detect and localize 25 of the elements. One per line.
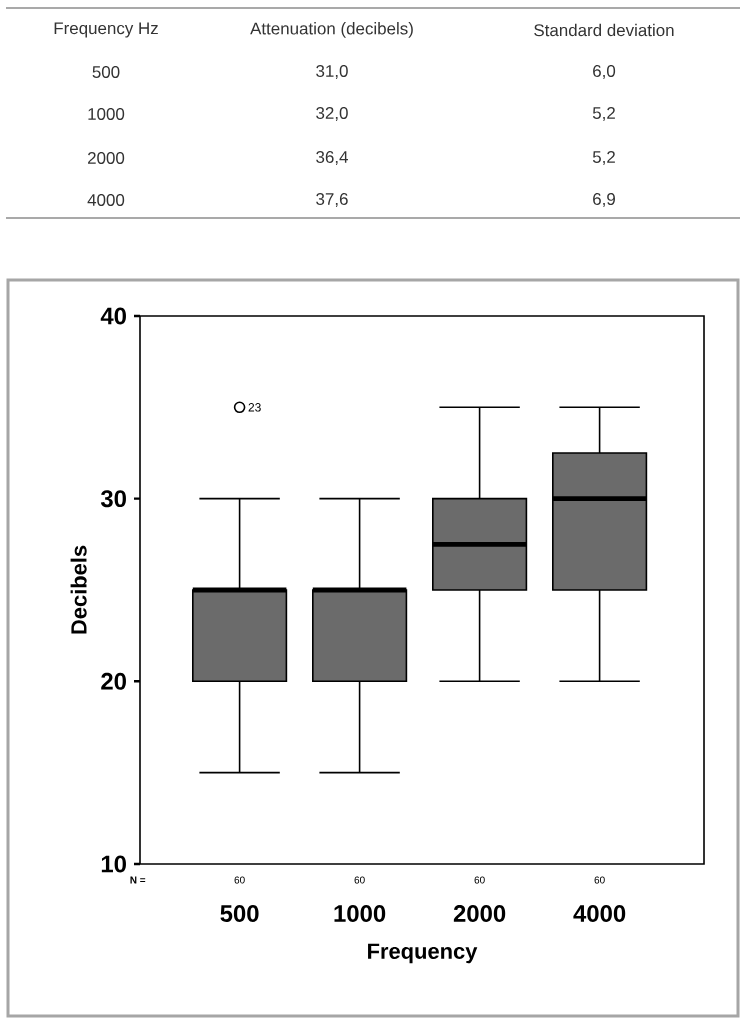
text: 2000 [88,152,125,164]
text: 32,0 [316,107,348,121]
text: 4000 [87,194,125,206]
text: Attenuation (decibels) [250,22,413,38]
text: Frequency Hz [54,22,158,38]
text: 1000 [88,108,125,120]
x-tick-label: 2000 [453,905,506,922]
text: 5,2 [592,107,615,121]
x-tick-label: 4000 [573,905,626,922]
text: 31,0 [316,65,348,79]
y-tick-label: 20 [101,672,126,690]
y-axis-title: Decibels [70,545,87,634]
text: 6,0 [593,65,616,79]
x-axis-title: Frequency [368,943,478,964]
text: 6,9 [593,193,615,207]
y-tick-label: 10 [101,855,126,873]
text: 36,4 [316,151,348,165]
text: 5,2 [592,151,615,165]
y-tick-label: 40 [100,307,126,325]
text: 37,6 [316,193,348,207]
text: Standard deviation [534,23,674,37]
x-tick-label: 500 [220,905,259,922]
x-tick-label: 1000 [334,905,386,922]
y-tick-label: 30 [100,490,126,508]
text: 500 [92,66,120,78]
